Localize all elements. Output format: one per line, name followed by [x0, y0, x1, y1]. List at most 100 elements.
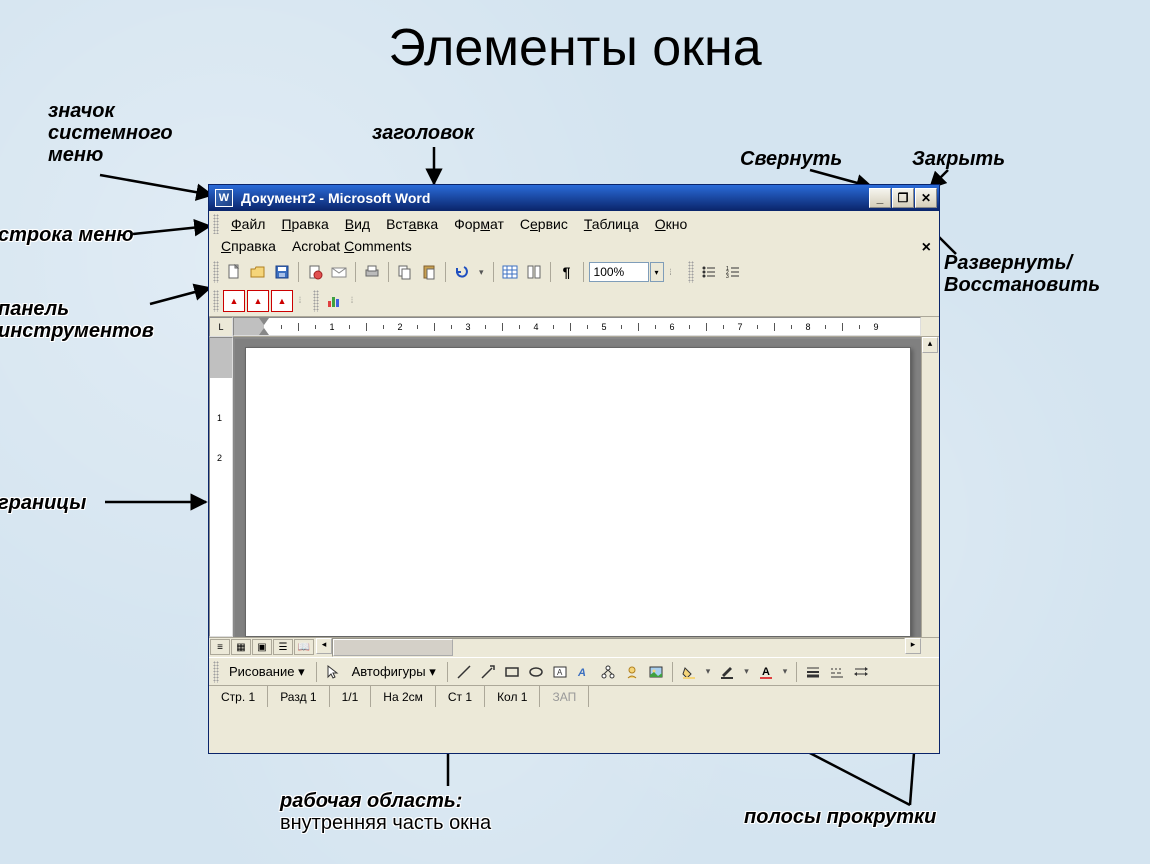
status-rec: ЗАП [540, 686, 589, 707]
slide-title: Элементы окна [388, 18, 761, 78]
arrow-icon[interactable] [477, 661, 499, 683]
mdi-close-icon[interactable]: × [922, 239, 931, 257]
label-title: заголовок [372, 122, 474, 144]
drawing-menu[interactable]: Рисование ▾ [223, 664, 311, 680]
menu-acrobat[interactable]: Acrobat Comments [284, 236, 420, 256]
save-icon[interactable] [271, 261, 293, 283]
view-buttons: ≡ ▦ ▣ ☰ 📖 [209, 638, 316, 657]
outline-view-icon[interactable]: ☰ [273, 639, 293, 655]
tab-align-button[interactable]: L [209, 317, 233, 337]
pdf-icon[interactable]: ▲ [223, 290, 245, 312]
pdf-review-icon[interactable]: ▲ [271, 290, 293, 312]
document-area[interactable] [233, 337, 921, 637]
system-menu-icon[interactable]: W [215, 189, 233, 207]
textbox-icon[interactable]: A [549, 661, 571, 683]
pdf-toolbar: ▲ ▲ ▲ ⦙ ⦙ [209, 287, 939, 317]
open-icon[interactable] [247, 261, 269, 283]
svg-text:A: A [577, 667, 586, 679]
normal-view-icon[interactable]: ≡ [210, 639, 230, 655]
scroll-up-icon[interactable]: ▴ [922, 337, 938, 353]
fill-color-icon[interactable] [678, 661, 700, 683]
toolbar-grip-icon[interactable] [313, 290, 319, 312]
paste-icon[interactable] [418, 261, 440, 283]
menu-view[interactable]: Вид [337, 214, 378, 234]
autoshapes-menu[interactable]: Автофигуры ▾ [346, 664, 442, 680]
toolbar-grip-icon[interactable] [213, 261, 219, 283]
rectangle-icon[interactable] [501, 661, 523, 683]
menu-window[interactable]: Окно [647, 214, 696, 234]
bullets-icon[interactable] [698, 261, 720, 283]
titlebar[interactable]: W Документ2 - Microsoft Word _ ❐ ✕ [209, 185, 939, 211]
columns-icon[interactable] [523, 261, 545, 283]
vertical-scrollbar[interactable]: ▴ [921, 337, 939, 637]
menu-insert[interactable]: Вставка [378, 214, 446, 234]
email-icon[interactable] [328, 261, 350, 283]
new-doc-icon[interactable] [223, 261, 245, 283]
page[interactable] [245, 347, 911, 637]
word-window: W Документ2 - Microsoft Word _ ❐ ✕ Файл … [208, 184, 940, 754]
ruler-row: L 123456789 [209, 317, 939, 337]
status-section: Разд 1 [268, 686, 329, 707]
maximize-button[interactable]: ❐ [892, 188, 914, 208]
zoom-dropdown-icon[interactable]: ▾ [650, 262, 664, 282]
drawing-toolbar: Рисование ▾ Автофигуры ▾ A A ▾ ▾ A ▾ [209, 657, 939, 685]
menu-grip-icon[interactable] [213, 214, 219, 234]
minimize-button[interactable]: _ [869, 188, 891, 208]
horizontal-ruler[interactable]: 123456789 [233, 317, 921, 336]
label-scrollbars: полосы прокрутки [744, 806, 936, 828]
close-button[interactable]: ✕ [915, 188, 937, 208]
print-view-icon[interactable]: ▣ [252, 639, 272, 655]
select-objects-icon[interactable] [322, 661, 344, 683]
wordart-icon[interactable]: A [573, 661, 595, 683]
toolbar-grip-icon[interactable] [213, 661, 219, 683]
statusbar: Стр. 1 Разд 1 1/1 На 2см Ст 1 Кол 1 ЗАП [209, 685, 939, 707]
copy-icon[interactable] [394, 261, 416, 283]
menu-file[interactable]: Файл [223, 214, 273, 234]
line-icon[interactable] [453, 661, 475, 683]
chart-icon[interactable] [323, 290, 345, 312]
svg-text:A: A [762, 666, 770, 678]
label-toolbar: панель инструментов [0, 298, 154, 342]
table-icon[interactable] [499, 261, 521, 283]
zoom-input[interactable]: 100% [589, 262, 649, 282]
horizontal-scrollbar[interactable] [332, 638, 905, 657]
menu-edit[interactable]: Правка [273, 214, 336, 234]
clipart-icon[interactable] [621, 661, 643, 683]
menu-table[interactable]: Таблица [576, 214, 647, 234]
svg-text:A: A [557, 668, 563, 677]
menu-service[interactable]: Сервис [512, 214, 576, 234]
status-line: Ст 1 [436, 686, 485, 707]
paragraph-icon[interactable]: ¶ [556, 261, 578, 283]
label-menubar: строка меню [0, 224, 134, 246]
scroll-thumb[interactable] [333, 639, 453, 656]
web-view-icon[interactable]: ▦ [231, 639, 251, 655]
print-icon[interactable] [361, 261, 383, 283]
dash-style-icon[interactable] [826, 661, 848, 683]
status-page: Стр. 1 [209, 686, 268, 707]
pdf-email-icon[interactable]: ▲ [247, 290, 269, 312]
label-minimize: Свернуть [740, 148, 842, 170]
font-color-icon[interactable]: A [755, 661, 777, 683]
status-pages: 1/1 [330, 686, 372, 707]
toolbar-grip-icon[interactable] [213, 290, 219, 312]
toolbar-grip-icon[interactable] [688, 261, 694, 283]
vertical-ruler[interactable]: 1 2 [209, 337, 233, 637]
view-row: ≡ ▦ ▣ ☰ 📖 ◂ ▸ [209, 637, 939, 657]
status-at: На 2см [371, 686, 436, 707]
line-color-icon[interactable] [716, 661, 738, 683]
oval-icon[interactable] [525, 661, 547, 683]
menu-help[interactable]: Справка [213, 236, 284, 256]
menu-format[interactable]: Формат [446, 214, 512, 234]
diagram-icon[interactable] [597, 661, 619, 683]
reading-view-icon[interactable]: 📖 [294, 639, 314, 655]
permission-icon[interactable] [304, 261, 326, 283]
picture-icon[interactable] [645, 661, 667, 683]
numbering-icon[interactable]: 123 [722, 261, 744, 283]
undo-icon[interactable] [451, 261, 473, 283]
label-workarea: рабочая область:внутренняя часть окна [280, 790, 491, 834]
scroll-right-icon[interactable]: ▸ [905, 638, 921, 654]
scroll-left-icon[interactable]: ◂ [316, 638, 332, 654]
standard-toolbar: ▾ ¶ 100% ▾ ⦙ 123 [209, 257, 939, 287]
line-style-icon[interactable] [802, 661, 824, 683]
arrow-style-icon[interactable] [850, 661, 872, 683]
